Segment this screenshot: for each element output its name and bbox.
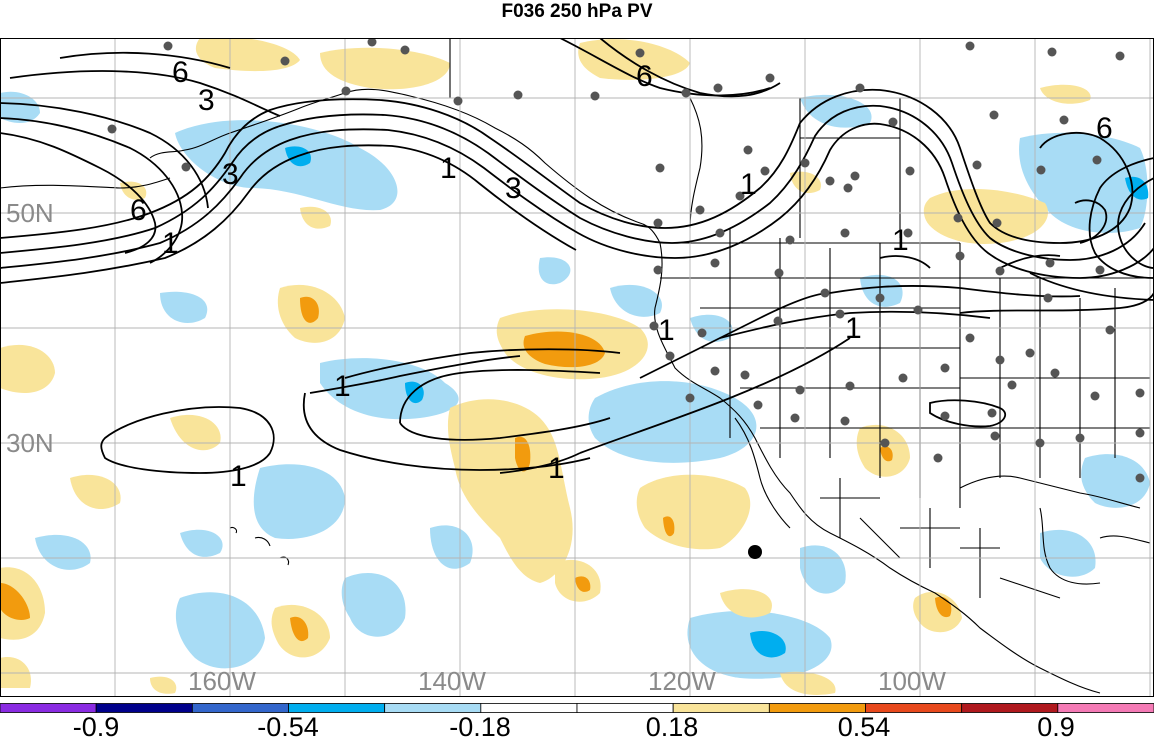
lon-label-100w: 100W [878, 666, 946, 696]
pv-map: 50N 30N 160W 140W 120W 100W 6 3 1 6 3 1 … [0, 38, 1154, 697]
pv-contours [0, 38, 1154, 474]
colorbar-tick-label: 0.18 [645, 712, 699, 742]
marker-dot [748, 545, 762, 559]
lon-label-140w: 140W [418, 666, 486, 696]
contour-label: 1 [892, 224, 909, 257]
contour-label: 6 [1096, 112, 1113, 145]
graticule [0, 38, 1154, 697]
contour-label: 1 [845, 312, 862, 345]
contour-label: 3 [198, 84, 215, 117]
contour-label: 3 [222, 158, 239, 191]
lat-label-30n: 30N [6, 428, 54, 458]
lon-label-160w: 160W [188, 666, 256, 696]
colorbar-tick-label: 0.9 [1037, 712, 1075, 742]
station-dots [107, 38, 1145, 483]
contour-label: 3 [505, 172, 522, 205]
contour-label: 1 [230, 460, 247, 493]
lon-label-120w: 120W [648, 666, 716, 696]
contour-label: 6 [172, 56, 189, 89]
colorbar-tick-label: -0.18 [449, 712, 511, 742]
lat-label-50n: 50N [6, 198, 54, 228]
colorbar-tick-label: -0.54 [257, 712, 319, 742]
contour-label: 1 [162, 227, 179, 260]
colorbar-tick-label: 0.54 [837, 712, 891, 742]
contour-labels: 6 3 1 6 3 1 1 3 6 1 1 6 1 1 1 1 [130, 56, 1113, 493]
contour-label: 1 [658, 314, 675, 347]
contour-label: 6 [636, 60, 653, 93]
pv-anomaly-fill [0, 38, 1150, 695]
colorbar [0, 703, 1154, 713]
contour-label: 6 [130, 194, 147, 227]
map-title: F036 250 hPa PV [501, 1, 653, 22]
contour-label: 1 [334, 370, 351, 403]
contour-label: 1 [440, 152, 457, 185]
contour-label: 1 [548, 452, 565, 485]
contour-label: 1 [740, 168, 757, 201]
colorbar-tick-label: -0.9 [72, 712, 120, 742]
